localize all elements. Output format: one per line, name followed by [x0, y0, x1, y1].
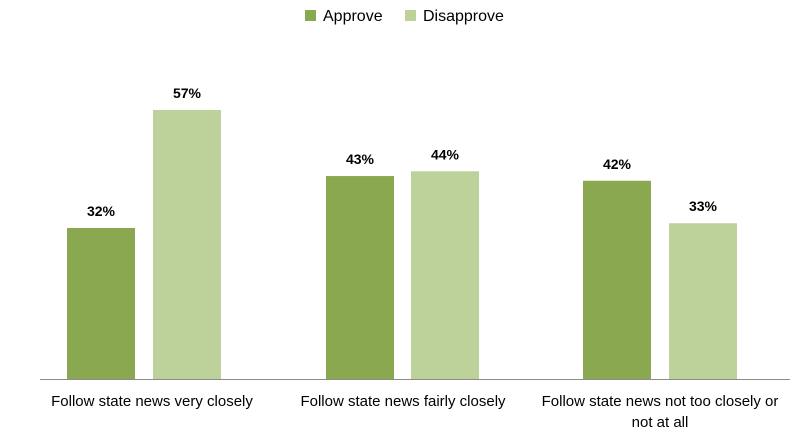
data-label-approve-3: 42% — [603, 156, 632, 172]
data-label-disapprove-1: 57% — [173, 85, 202, 101]
data-label-disapprove-3: 33% — [689, 198, 718, 214]
legend: Approve Disapprove — [305, 8, 504, 25]
legend-item-disapprove: Disapprove — [405, 8, 504, 25]
legend-swatch-disapprove — [405, 10, 416, 21]
category-label-3: Follow state news not too closely or not … — [542, 393, 779, 431]
category-labels: Follow state news very closely Follow sta… — [51, 393, 778, 431]
legend-item-approve: Approve — [305, 8, 383, 25]
bar-approve-3 — [583, 180, 651, 379]
bar-disapprove-3 — [669, 223, 737, 379]
legend-label-approve: Approve — [323, 8, 383, 25]
data-label-disapprove-2: 44% — [431, 146, 460, 162]
bar-approve-2 — [326, 176, 394, 379]
legend-swatch-approve — [305, 10, 316, 21]
legend-label-disapprove: Disapprove — [423, 8, 504, 25]
bar-disapprove-2 — [411, 171, 479, 379]
category-label-2: Follow state news fairly closely — [300, 393, 506, 410]
category-label-1: Follow state news very closely — [51, 393, 253, 410]
data-label-approve-2: 43% — [346, 151, 375, 167]
value-labels: 32% 43% 42% 57% 44% 33% — [87, 85, 718, 219]
data-label-approve-1: 32% — [87, 203, 116, 219]
bar-disapprove-1 — [153, 109, 221, 380]
bars — [67, 109, 737, 380]
bar-approve-1 — [67, 227, 135, 379]
